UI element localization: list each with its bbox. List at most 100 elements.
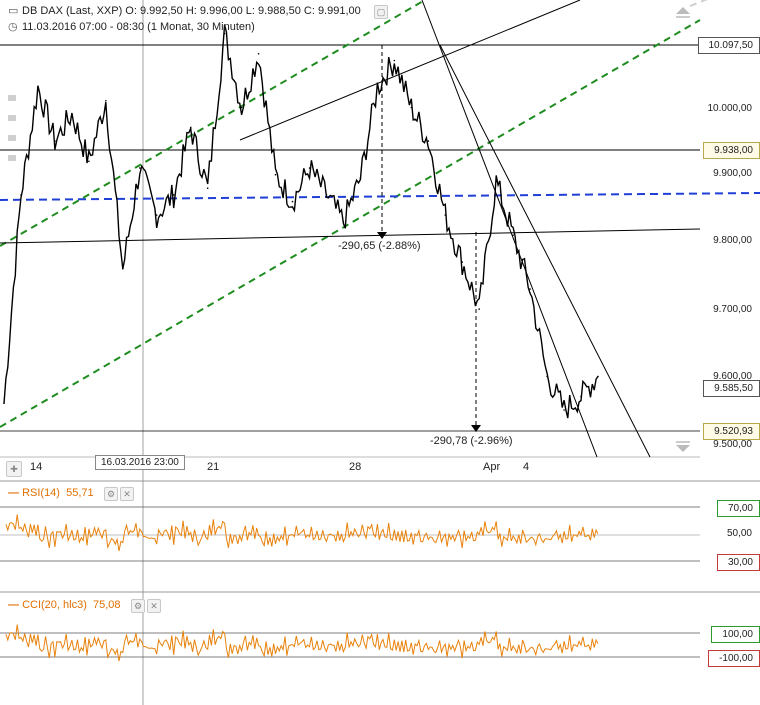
cci-settings-icon[interactable]: ⚙: [131, 599, 145, 613]
measure-arrow-2: [471, 425, 481, 432]
price-tick-9500: 9.500,00: [713, 439, 752, 450]
price-tick-9700: 9.700,00: [713, 304, 752, 315]
price-point: [495, 180, 498, 183]
chart-header-instrument: ▭ DB DAX (Last, XXP) O: 9.992,50 H: 9.996…: [8, 4, 361, 17]
price-point: [512, 234, 514, 236]
moving-average-line: [0, 192, 760, 201]
price-point: [189, 126, 192, 129]
cci-label-100: 100,00: [711, 626, 760, 643]
price-point: [563, 409, 565, 411]
price-marker-9938: 9.938,00: [703, 142, 760, 159]
toolbar-icon-4: [8, 155, 16, 161]
price-point: [325, 194, 328, 196]
cci-title: CCI(20, hlc3): [22, 599, 87, 611]
price-point: [393, 59, 396, 62]
rsi-label-70: 70,00: [716, 500, 760, 517]
chart-type-icon: ▭: [8, 5, 19, 17]
price-marker-9520: 9.520,93: [703, 423, 760, 440]
toolbar-icon-3: [8, 135, 16, 141]
channel-upper-line: [0, 0, 426, 247]
channel-lower-line: [0, 19, 701, 428]
price-point: [410, 106, 413, 109]
measure-label-1: -290,65 (-2.88%): [338, 240, 421, 252]
price-point: [155, 214, 158, 216]
price-point: [444, 214, 447, 216]
price-point: [206, 187, 209, 189]
price-point: [88, 160, 90, 163]
time-tick-14: 14: [30, 461, 43, 473]
price-point: [291, 200, 294, 203]
cci-collapse-icon[interactable]: —: [8, 599, 23, 611]
price-point: [172, 194, 175, 196]
trendline-rising: [239, 0, 581, 141]
price-point: [257, 53, 260, 55]
price-point: [3, 402, 5, 405]
add-pane-icon[interactable]: ✚: [6, 461, 22, 477]
price-series: [3, 24, 599, 419]
price-point: [546, 375, 548, 378]
header-settings-icon[interactable]: ▢: [374, 5, 388, 19]
scroll-down-icon[interactable]: [676, 441, 690, 452]
price-point: [71, 113, 73, 116]
price-point: [308, 167, 311, 169]
price-point: [223, 32, 226, 35]
trendline-falling-1: [421, 0, 598, 458]
price-point: [139, 167, 141, 169]
price-point: [274, 173, 277, 176]
toolbar-icon-1: [8, 95, 16, 101]
scroll-up-icon[interactable]: [676, 7, 690, 18]
rsi-settings-icon[interactable]: ⚙: [104, 487, 118, 501]
price-tick-9900: 9.900,00: [713, 168, 752, 179]
cci-title-row: — CCI(20, hlc3) 75,08: [8, 599, 121, 611]
price-marker-last: 9.585,50: [703, 380, 760, 397]
price-tick-9800: 9.800,00: [713, 235, 752, 246]
price-point: [105, 100, 107, 102]
price-point: [461, 261, 464, 263]
rsi-label-30: 30,00: [716, 554, 760, 571]
price-point: [37, 86, 39, 89]
price-tick-9600: 9.600,00: [713, 371, 752, 382]
toolbar-icon-2: [8, 115, 16, 121]
price-marker-10097: 10.097,50: [697, 37, 760, 54]
rsi-label-50: 50,00: [726, 528, 752, 539]
cci-line: [5, 624, 599, 662]
price-point: [20, 194, 22, 196]
price-point: [342, 221, 345, 223]
price-line: [3, 24, 599, 419]
trendline-falling-2: [439, 44, 651, 458]
rsi-close-icon[interactable]: ✕: [120, 487, 134, 501]
price-point: [54, 140, 56, 142]
measure-label-2: -290,78 (-2.96%): [430, 435, 513, 447]
rsi-value: 55,71: [66, 487, 94, 499]
chart-header-period: ◷ 11.03.2016 07:00 - 08:30 (1 Monat, 30 M…: [8, 20, 255, 33]
rsi-title-row: — RSI(14) 55,71: [8, 487, 94, 499]
cci-value: 75,08: [92, 599, 121, 611]
price-point: [580, 395, 582, 398]
header-ohlc: DB DAX (Last, XXP) O: 9.992,50 H: 9.996,…: [22, 5, 361, 17]
channel-faded-line: [689, 0, 708, 7]
price-point: [529, 288, 531, 290]
time-tick-4: 4: [523, 461, 530, 473]
price-point: [597, 375, 599, 378]
price-point: [478, 308, 481, 310]
rsi-line: [5, 514, 599, 552]
rsi-collapse-icon[interactable]: —: [8, 487, 23, 499]
rsi-title: RSI(14): [22, 487, 60, 499]
left-toolbar: [8, 95, 16, 161]
price-point: [240, 106, 243, 109]
price-point: [427, 140, 430, 142]
cci-series: [5, 624, 599, 662]
price-tick-10000: 10.000,00: [707, 103, 753, 114]
measure-arrow-1: [377, 232, 387, 239]
price-point: [122, 268, 124, 270]
header-period-text: 11.03.2016 07:00 - 08:30 (1 Monat, 30 Mi…: [22, 21, 255, 33]
time-tick-21: 21: [207, 461, 220, 473]
trendline-flat: [0, 228, 701, 244]
cci-label-minus100: -100,00: [708, 650, 760, 667]
clock-icon: ◷: [8, 21, 18, 33]
time-tick-28: 28: [349, 461, 362, 473]
rsi-series: [5, 514, 599, 552]
cci-close-icon[interactable]: ✕: [147, 599, 161, 613]
price-point: [359, 177, 362, 179]
